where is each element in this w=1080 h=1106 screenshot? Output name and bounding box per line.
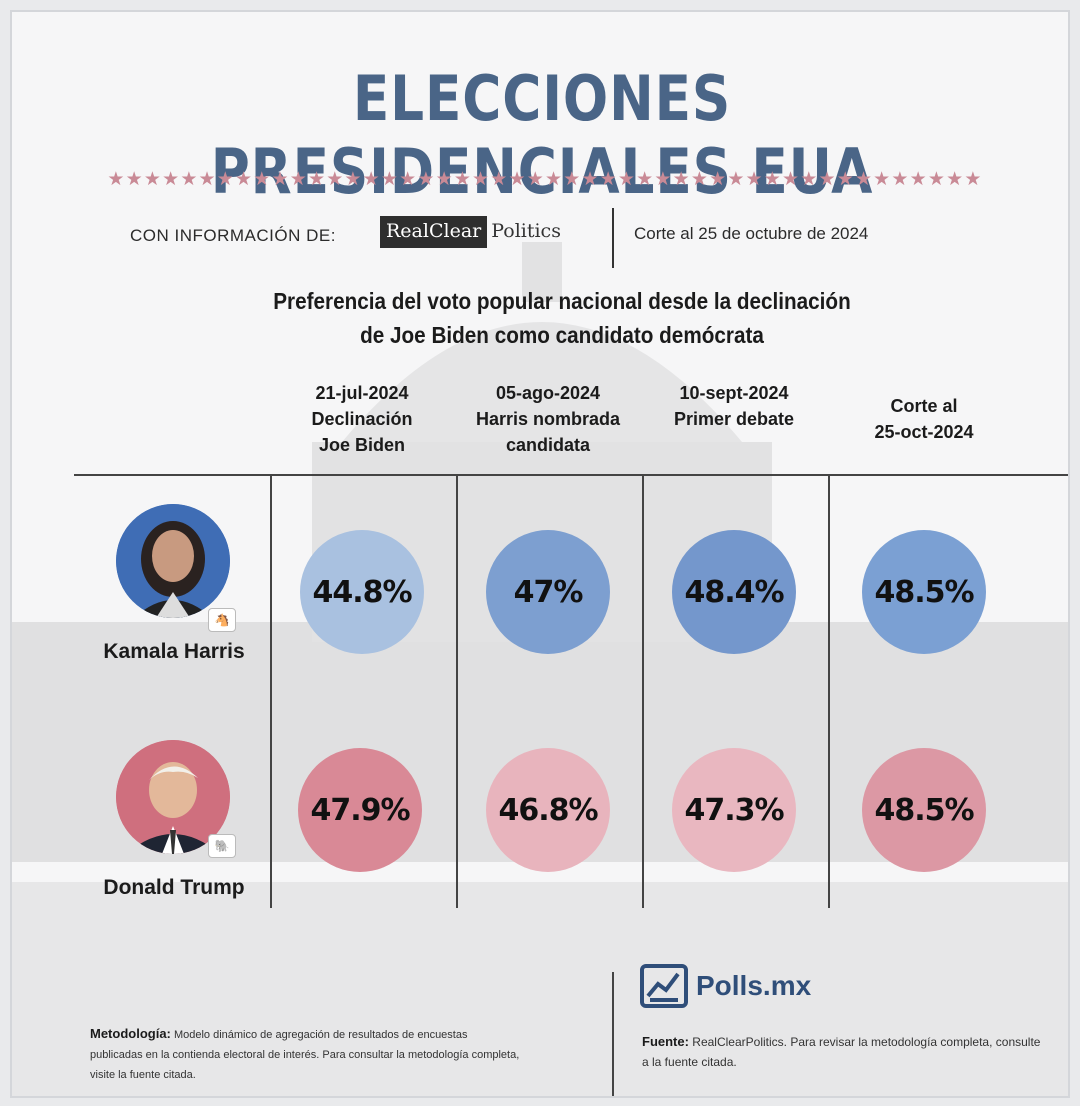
avatar-harris <box>116 504 230 618</box>
column-divider <box>642 476 644 908</box>
infographic: ELECCIONES PRESIDENCIALES EUA ★★★★★★★★★★… <box>10 10 1070 1098</box>
polls-mx-logo: Polls.mx <box>640 964 811 1008</box>
candidate-name-trump: Donald Trump <box>103 876 245 899</box>
header-divider <box>612 208 614 268</box>
column-header-line: Joe Biden <box>318 435 406 455</box>
candidate-name-harris: Kamala Harris <box>103 640 245 663</box>
source-note-label: Fuente: <box>642 1034 689 1049</box>
value-bubble-trump-1: 47.9% <box>298 748 422 872</box>
page-title: ELECCIONES PRESIDENCIALES EUA <box>210 62 874 208</box>
column-header-4: Corte al 25-oct-2024 <box>834 393 1014 445</box>
value-bubble-harris-3: 48.4% <box>672 530 796 654</box>
donkey-icon: 🐴 <box>208 608 236 632</box>
column-divider <box>456 476 458 908</box>
column-divider <box>828 476 830 908</box>
logo-part-1: RealClear <box>380 216 488 248</box>
stars-divider: ★★★★★★★★★★★★★★★★★★★★★★★★★★★★★★★★★★★★★★★★… <box>107 169 983 190</box>
subtitle: Preferencia del voto popular nacional de… <box>229 284 895 352</box>
column-header-line: Corte al <box>890 396 958 416</box>
value-bubble-harris-2: 47% <box>486 530 610 654</box>
value-bubble-trump-2: 46.8% <box>486 748 610 872</box>
logo-part-2: Politics <box>491 220 561 242</box>
subtitle-line-1: Preferencia del voto popular nacional de… <box>273 288 851 314</box>
column-header-line: 10-sept-2024 <box>679 383 789 403</box>
elephant-icon: 🐘 <box>208 834 236 858</box>
methodology-label: Metodología: <box>90 1026 171 1041</box>
column-header-line: 21-jul-2024 <box>315 383 409 403</box>
column-header-line: Primer debate <box>673 409 795 429</box>
harris-portrait-icon <box>116 504 230 618</box>
source-label: CON INFORMACIÓN DE: <box>130 226 336 245</box>
capitol-background <box>12 242 1068 1096</box>
footer-divider <box>612 972 614 1096</box>
subtitle-line-2: de Joe Biden como candidato demócrata <box>360 322 764 348</box>
column-header-line: Declinación <box>311 409 413 429</box>
column-header-3: 10-sept-2024 Primer debate <box>644 380 824 432</box>
value-bubble-trump-3: 47.3% <box>672 748 796 872</box>
column-header-line: Harris nombrada <box>475 409 621 429</box>
brand-name: Polls.mx <box>696 970 812 1001</box>
realclearpolitics-logo: RealClear Politics <box>380 216 567 248</box>
column-divider <box>270 476 272 908</box>
value-bubble-trump-4: 48.5% <box>862 748 986 872</box>
chart-logo-icon <box>640 964 688 1008</box>
methodology-text: Modelo dinámico de agregación de resulta… <box>90 1029 520 1081</box>
cutoff-date: Corte al 25 de octubre de 2024 <box>634 224 869 243</box>
column-header-2: 05-ago-2024 Harris nombrada candidata <box>458 380 638 458</box>
column-header-line: 05-ago-2024 <box>495 383 601 403</box>
source-note-text: RealClearPolitics. Para revisar la metod… <box>642 1035 1041 1069</box>
column-header-line: candidata <box>505 435 591 455</box>
methodology-note: Metodología: Modelo dinámico de agregaci… <box>90 1024 520 1085</box>
source-note: Fuente: RealClearPolitics. Para revisar … <box>642 1032 1042 1072</box>
value-bubble-harris-4: 48.5% <box>862 530 986 654</box>
value-bubble-harris-1: 44.8% <box>300 530 424 654</box>
header-rule <box>74 474 1068 476</box>
column-header-line: 25-oct-2024 <box>874 422 974 442</box>
column-header-1: 21-jul-2024 Declinación Joe Biden <box>272 380 452 458</box>
